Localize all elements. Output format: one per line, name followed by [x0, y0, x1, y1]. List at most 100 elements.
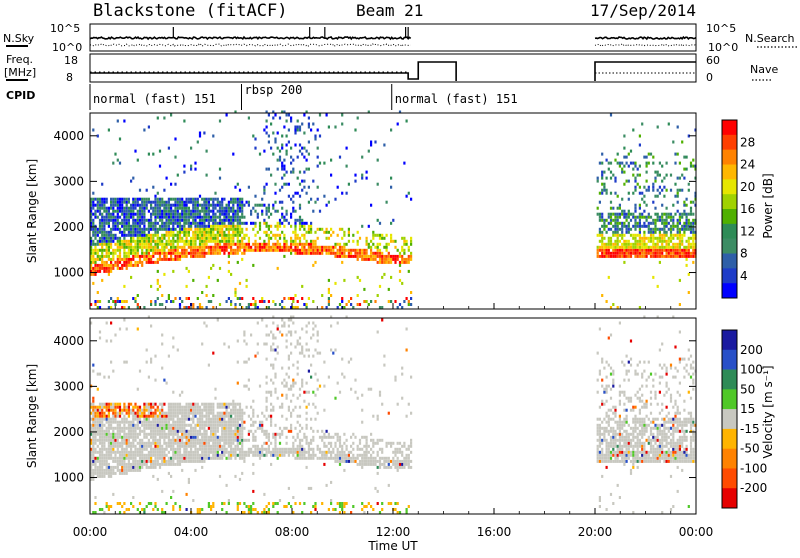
power-cell — [254, 303, 256, 306]
velocity-cell — [103, 430, 105, 433]
velocity-cell — [190, 451, 192, 454]
power-cell — [190, 147, 192, 150]
velocity-cell — [117, 406, 119, 409]
power-cell — [641, 225, 643, 228]
velocity-cell — [252, 439, 254, 442]
power-cell — [210, 267, 212, 270]
velocity-cell — [139, 463, 141, 466]
power-cell — [379, 249, 381, 252]
power-cell — [614, 222, 616, 225]
power-cell — [299, 129, 301, 132]
velocity-cell — [308, 445, 310, 448]
power-cell — [241, 237, 243, 240]
velocity-cell — [101, 508, 103, 511]
velocity-cell — [223, 343, 225, 346]
power-cell — [661, 234, 663, 237]
power-cell — [648, 240, 650, 243]
power-cell — [206, 210, 208, 213]
power-cell — [321, 249, 323, 252]
velocity-cell — [106, 430, 108, 433]
power-cell — [119, 249, 121, 252]
power-cell — [163, 258, 165, 261]
power-cell — [99, 210, 101, 213]
power-cell — [159, 252, 161, 255]
power-cell — [154, 213, 156, 216]
power-cell — [237, 216, 239, 219]
power-cell — [623, 234, 625, 237]
velocity-cell — [117, 439, 119, 442]
power-cell — [228, 255, 230, 258]
power-cell — [639, 207, 641, 210]
power-cell — [143, 228, 145, 231]
velocity-cell — [101, 442, 103, 445]
power-cell — [92, 207, 94, 210]
power-cell — [170, 231, 172, 234]
velocity-cell — [181, 433, 183, 436]
power-cell — [237, 240, 239, 243]
velocity-cell — [241, 442, 243, 445]
power-cell — [359, 252, 361, 255]
velocity-cell — [130, 424, 132, 427]
power-cell — [268, 225, 270, 228]
power-cell — [317, 165, 319, 168]
velocity-cell — [141, 460, 143, 463]
velocity-cell — [188, 454, 190, 457]
velocity-cell — [148, 409, 150, 412]
velocity-cell — [257, 445, 259, 448]
power-cell — [672, 237, 674, 240]
power-cell — [366, 171, 368, 174]
velocity-cell — [174, 433, 176, 436]
power-cell — [668, 222, 670, 225]
power-cell — [223, 213, 225, 216]
power-cell — [281, 222, 283, 225]
power-cell — [617, 252, 619, 255]
power-cell — [157, 243, 159, 246]
velocity-cell — [214, 397, 216, 400]
velocity-cell — [139, 457, 141, 460]
velocity-cell — [286, 436, 288, 439]
power-cell — [661, 204, 663, 207]
power-cell — [190, 228, 192, 231]
velocity-cell — [261, 319, 263, 322]
power-cell — [166, 216, 168, 219]
power-cell — [148, 234, 150, 237]
power-cell — [246, 243, 248, 246]
power-cell — [139, 255, 141, 258]
velocity-cell — [181, 418, 183, 421]
power-cell — [661, 189, 663, 192]
velocity-cell — [110, 472, 112, 475]
power-cell — [203, 132, 205, 135]
velocity-cell — [192, 451, 194, 454]
power-cell — [317, 249, 319, 252]
velocity-cell — [197, 451, 199, 454]
power-cell — [228, 234, 230, 237]
velocity-cell — [212, 505, 214, 508]
power-cell — [626, 252, 628, 255]
power-cell — [326, 252, 328, 255]
power-cell — [112, 207, 114, 210]
velocity-cell — [223, 436, 225, 439]
power-cell — [263, 204, 265, 207]
power-cell — [141, 210, 143, 213]
power-cell — [192, 255, 194, 258]
power-cell — [188, 207, 190, 210]
velocity-cell — [261, 445, 263, 448]
velocity-cell — [112, 457, 114, 460]
power-cell — [232, 249, 234, 252]
power-cell — [197, 216, 199, 219]
power-cell — [134, 231, 136, 234]
power-cell — [403, 300, 405, 303]
power-cell — [150, 258, 152, 261]
velocity-cell — [230, 427, 232, 430]
velocity-cell — [99, 421, 101, 424]
velocity-cell — [301, 427, 303, 430]
power-cell — [134, 240, 136, 243]
power-cell — [679, 240, 681, 243]
power-cell — [97, 264, 99, 267]
velocity-cell — [97, 421, 99, 424]
power-cell — [119, 210, 121, 213]
power-cell — [670, 252, 672, 255]
power-cell — [674, 183, 676, 186]
velocity-cell — [146, 424, 148, 427]
power-cell — [308, 249, 310, 252]
